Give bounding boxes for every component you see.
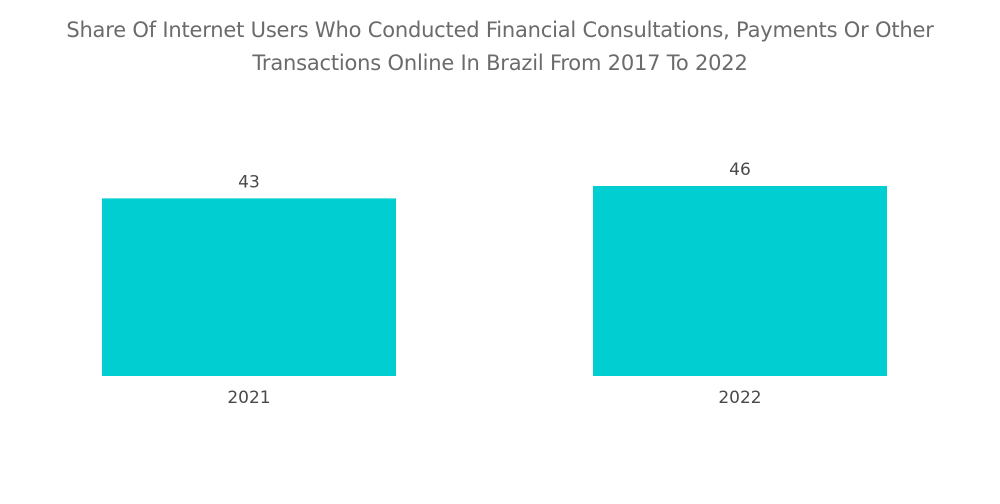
bar-2022 [593, 186, 887, 376]
chart-title-line-2: Transactions Online In Brazil From 2017 … [252, 51, 748, 75]
chart-title: Share Of Internet Users Who Conducted Fi… [0, 14, 1000, 80]
chart-title-line-1: Share Of Internet Users Who Conducted Fi… [66, 18, 934, 42]
bar-2021 [102, 198, 396, 376]
data-label-2021: 43 [238, 172, 260, 192]
data-label-2022: 46 [729, 160, 751, 180]
labels-layer: 43 2021 46 2022 [227, 160, 761, 408]
bars-layer [102, 186, 887, 376]
x-tick-label-2021: 2021 [227, 388, 270, 408]
x-tick-label-2022: 2022 [718, 388, 761, 408]
